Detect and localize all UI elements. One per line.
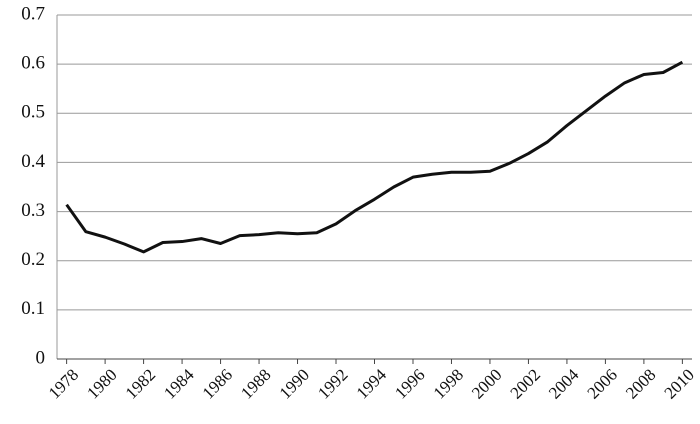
x-tick-label: 1992: [314, 365, 351, 402]
x-tick-label: 1990: [276, 365, 313, 402]
line: [65, 60, 684, 254]
y-tick-label: 0.2: [21, 249, 45, 270]
x-tick-label: 1988: [237, 365, 274, 402]
x-tick-label: 2008: [622, 365, 659, 402]
x-tick-label: 2002: [507, 365, 544, 402]
y-tick-label: 0: [36, 347, 46, 368]
x-tick-label: 2000: [468, 365, 505, 402]
y-tick-label: 0.3: [21, 200, 45, 221]
x-tick-label: 1982: [122, 365, 159, 402]
y-tick-label: 0.7: [21, 3, 45, 24]
y-tick-label: 0.5: [21, 102, 45, 123]
x-tick-label: 1984: [160, 365, 198, 403]
x-tick-label: 1980: [83, 365, 120, 402]
x-tick-label: 1978: [45, 365, 82, 402]
y-tick-label: 0.4: [21, 151, 45, 172]
x-tick-label: 2006: [584, 365, 621, 402]
y-tick-label: 0.6: [21, 53, 45, 74]
x-tick-label: 1994: [353, 365, 391, 403]
x-tick-label: 1998: [430, 365, 467, 402]
x-tick-label: 1996: [391, 365, 428, 402]
y-tick-label: 0.1: [21, 298, 45, 319]
x-tick-label: 2010: [660, 365, 697, 402]
x-tick-label: 2004: [545, 365, 583, 403]
x-tick-label: 1986: [199, 365, 236, 402]
